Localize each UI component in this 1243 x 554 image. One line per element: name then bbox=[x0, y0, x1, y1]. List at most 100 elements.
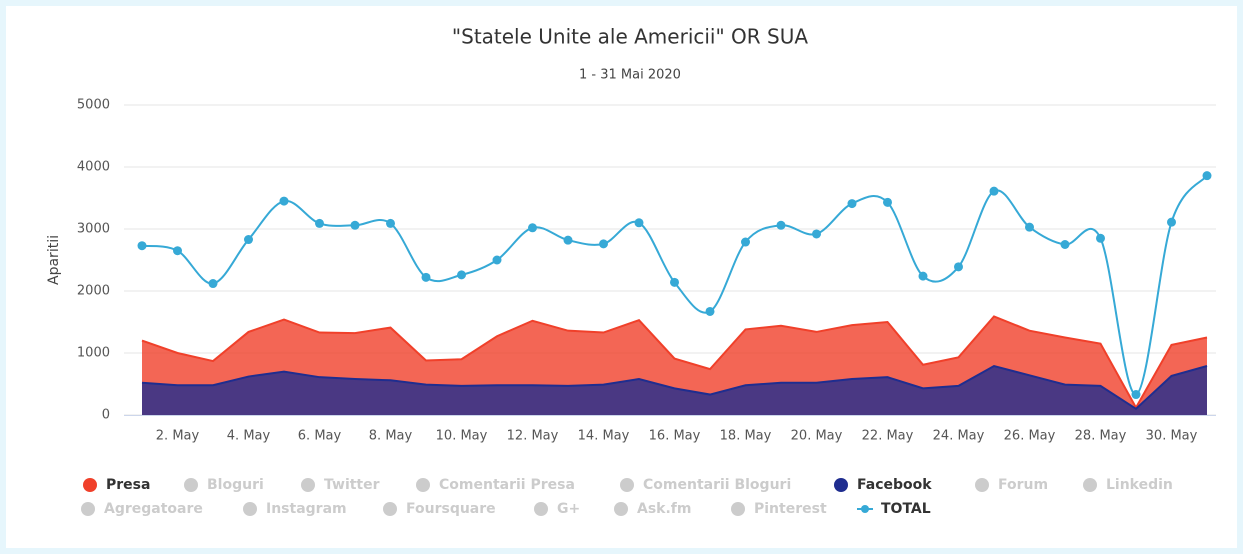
legend-label: Comentarii Presa bbox=[439, 477, 575, 493]
y-tick-label: 0 bbox=[102, 408, 110, 423]
x-tick-label: 6. May bbox=[298, 429, 342, 444]
point bbox=[1167, 217, 1176, 227]
legend-label: Comentarii Bloguri bbox=[643, 477, 791, 493]
point bbox=[279, 196, 289, 206]
legend-item[interactable]: Comentarii Bloguri bbox=[620, 477, 791, 493]
legend-symbol bbox=[861, 505, 869, 513]
legend-label: Instagram bbox=[266, 501, 347, 517]
point bbox=[492, 255, 502, 265]
y-tick-label: 3000 bbox=[77, 222, 110, 237]
point bbox=[386, 218, 395, 228]
y-tick-label: 4000 bbox=[77, 160, 110, 175]
y-axis-label: Aparitii bbox=[46, 235, 62, 285]
area-line bbox=[141, 315, 1208, 410]
area bbox=[142, 366, 1207, 415]
chart-container: "Statele Unite ale Americii" OR SUA 1 - … bbox=[6, 6, 1237, 548]
chart-subtitle: 1 - 31 Mai 2020 bbox=[579, 68, 681, 83]
legend-symbol bbox=[834, 478, 848, 492]
legend-item[interactable]: Foursquare bbox=[383, 501, 496, 517]
point bbox=[776, 220, 786, 230]
point bbox=[421, 272, 431, 282]
point bbox=[634, 218, 644, 228]
x-tick-label: 10. May bbox=[436, 429, 488, 444]
x-tick-label: 8. May bbox=[369, 429, 413, 444]
point bbox=[1202, 171, 1212, 181]
legend-item[interactable]: Twitter bbox=[301, 477, 380, 493]
legend-item[interactable]: Agregatoare bbox=[81, 501, 203, 517]
legend-item[interactable]: TOTAL bbox=[857, 501, 931, 517]
x-tick-label: 2. May bbox=[156, 429, 200, 444]
legend-item[interactable]: Bloguri bbox=[184, 477, 264, 493]
point bbox=[244, 235, 253, 245]
point bbox=[1131, 390, 1141, 400]
legend-item[interactable]: Facebook bbox=[834, 477, 932, 493]
legend-label: G+ bbox=[557, 501, 580, 517]
point bbox=[954, 262, 963, 272]
x-tick-label: 24. May bbox=[933, 429, 985, 444]
legend-item[interactable]: Pinterest bbox=[731, 501, 827, 517]
point bbox=[741, 237, 750, 247]
point bbox=[599, 239, 608, 249]
legend-symbol bbox=[383, 502, 397, 516]
legend-symbol bbox=[731, 502, 745, 516]
x-tick-label: 28. May bbox=[1075, 429, 1127, 444]
legend-label: Twitter bbox=[324, 477, 380, 493]
area-line bbox=[141, 364, 1208, 411]
legend-symbol bbox=[614, 502, 628, 516]
legend-symbol bbox=[184, 478, 198, 492]
point bbox=[457, 270, 466, 280]
legend-label: TOTAL bbox=[881, 501, 931, 517]
legend-label: Ask.fm bbox=[637, 501, 691, 517]
point bbox=[137, 241, 147, 251]
x-tick-label: 4. May bbox=[227, 429, 271, 444]
x-tick-label: 20. May bbox=[791, 429, 843, 444]
x-tick-label: 12. May bbox=[507, 429, 559, 444]
point bbox=[1025, 222, 1034, 232]
legend-label: Agregatoare bbox=[104, 501, 203, 517]
y-tick-label: 5000 bbox=[77, 98, 110, 113]
legend-item[interactable]: Forum bbox=[975, 477, 1048, 493]
point bbox=[1096, 233, 1105, 243]
point bbox=[918, 271, 928, 281]
point bbox=[847, 199, 857, 209]
legend-item[interactable]: Linkedin bbox=[1083, 477, 1173, 493]
point bbox=[1060, 240, 1070, 249]
point bbox=[173, 246, 182, 256]
legend-symbol bbox=[975, 478, 989, 492]
legend-label: Facebook bbox=[857, 477, 932, 493]
chart-title: "Statele Unite ale Americii" OR SUA bbox=[452, 25, 808, 49]
x-tick-label: 18. May bbox=[720, 429, 772, 444]
legend-symbol bbox=[83, 478, 97, 492]
point bbox=[315, 218, 324, 228]
point bbox=[208, 279, 218, 289]
x-tick-label: 26. May bbox=[1004, 429, 1056, 444]
legend-symbol bbox=[81, 502, 95, 516]
legend-symbol bbox=[301, 478, 315, 492]
legend-symbol bbox=[1083, 478, 1097, 492]
point bbox=[670, 277, 679, 287]
legend-item[interactable]: Instagram bbox=[243, 501, 347, 517]
legend-label: Linkedin bbox=[1106, 477, 1173, 493]
point bbox=[563, 235, 573, 245]
legend-symbol bbox=[620, 478, 634, 492]
legend-label: Forum bbox=[998, 477, 1048, 493]
y-tick-label: 1000 bbox=[77, 346, 110, 361]
x-tick-label: 16. May bbox=[649, 429, 701, 444]
point bbox=[528, 223, 537, 233]
y-tick-label: 2000 bbox=[77, 284, 110, 299]
legend-item[interactable]: Presa bbox=[83, 477, 150, 493]
legend-symbol bbox=[534, 502, 548, 516]
x-tick-label: 14. May bbox=[578, 429, 630, 444]
legend-label: Presa bbox=[106, 477, 150, 493]
point bbox=[705, 306, 715, 316]
x-tick-label: 22. May bbox=[862, 429, 914, 444]
point bbox=[812, 229, 821, 239]
point bbox=[883, 197, 892, 207]
legend-symbol bbox=[243, 502, 257, 516]
legend-item[interactable]: Ask.fm bbox=[614, 501, 691, 517]
legend-item[interactable]: G+ bbox=[534, 501, 580, 517]
legend-item[interactable]: Comentarii Presa bbox=[416, 477, 575, 493]
point bbox=[350, 220, 360, 230]
legend-label: Foursquare bbox=[406, 501, 496, 517]
chart: "Statele Unite ale Americii" OR SUA 1 - … bbox=[46, 25, 1216, 517]
